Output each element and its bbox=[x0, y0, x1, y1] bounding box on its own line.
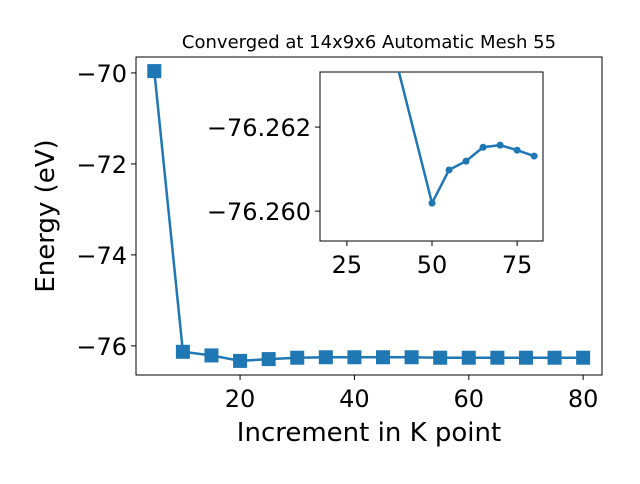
y-tick-label: −72 bbox=[76, 151, 127, 179]
y-tick-label: −70 bbox=[76, 60, 127, 88]
marker bbox=[576, 350, 591, 365]
x-axis-label: Increment in K point bbox=[237, 418, 501, 448]
marker bbox=[404, 350, 419, 365]
marker bbox=[530, 152, 538, 160]
y-tick-label: −74 bbox=[76, 242, 127, 270]
marker bbox=[318, 350, 333, 365]
marker bbox=[479, 143, 487, 151]
x-tick-label: 25 bbox=[332, 251, 363, 279]
marker bbox=[376, 350, 391, 365]
marker bbox=[462, 157, 470, 165]
x-tick-label: 50 bbox=[417, 251, 448, 279]
marker bbox=[518, 350, 533, 365]
marker bbox=[175, 344, 190, 359]
y-axis-label: Energy (eV) bbox=[31, 139, 61, 292]
series-line bbox=[153, 70, 584, 363]
x-tick-label: 60 bbox=[454, 385, 485, 413]
marker bbox=[347, 350, 362, 365]
x-tick-label: 20 bbox=[225, 385, 256, 413]
marker bbox=[490, 350, 505, 365]
x-tick-label: 80 bbox=[568, 385, 599, 413]
marker bbox=[433, 350, 448, 365]
y-tick-label: −76.262 bbox=[207, 114, 311, 142]
marker bbox=[147, 64, 162, 79]
marker bbox=[461, 350, 476, 365]
chart-title: Converged at 14x9x6 Automatic Mesh 55 bbox=[182, 32, 556, 53]
marker bbox=[547, 350, 562, 365]
marker bbox=[204, 348, 219, 363]
marker bbox=[233, 353, 248, 368]
marker bbox=[496, 141, 504, 149]
marker bbox=[428, 199, 436, 207]
marker bbox=[445, 166, 453, 174]
x-tick-label: 40 bbox=[339, 385, 370, 413]
marker bbox=[513, 146, 521, 154]
axes-frame bbox=[319, 71, 544, 242]
y-tick-label: −76.260 bbox=[207, 198, 311, 226]
marker bbox=[290, 350, 305, 365]
x-tick-label: 75 bbox=[502, 251, 533, 279]
y-tick-label: −76 bbox=[76, 333, 127, 361]
marker bbox=[261, 352, 276, 367]
